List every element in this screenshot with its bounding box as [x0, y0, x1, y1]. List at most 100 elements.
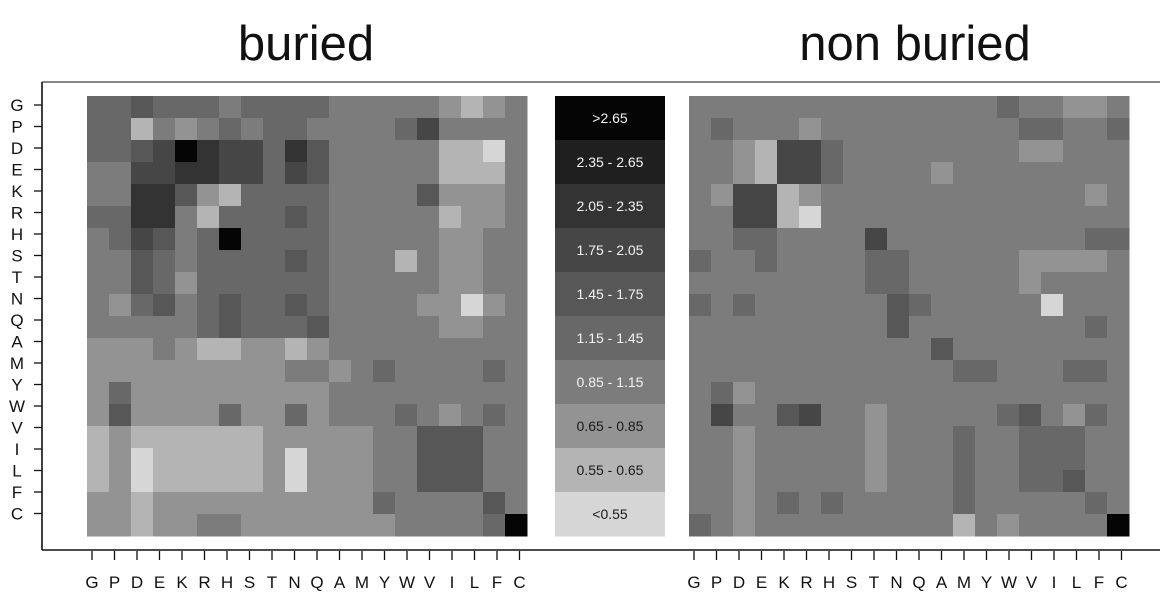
heatmap-cell [395, 118, 418, 141]
heatmap-cell [329, 382, 352, 405]
heatmap-cell [505, 448, 528, 471]
heatmap-cell [153, 492, 176, 515]
heatmap-cell [689, 338, 712, 361]
heatmap-cell [909, 492, 932, 515]
heatmap-cell [329, 316, 352, 339]
heatmap-cell [153, 382, 176, 405]
heatmap-cell [241, 140, 264, 163]
heatmap-cell [351, 96, 374, 119]
heatmap-cell [777, 316, 800, 339]
heatmap-cell [329, 206, 352, 229]
heatmap-cell [909, 382, 932, 405]
legend-swatch [555, 184, 665, 229]
heatmap-cell [799, 360, 822, 383]
heatmap-cell [1107, 250, 1130, 273]
heatmap-cell [109, 184, 132, 207]
heatmap-cell [909, 448, 932, 471]
heatmap-cell [417, 514, 440, 537]
heatmap-cell [799, 206, 822, 229]
heatmap-cell [799, 184, 822, 207]
heatmap-cell [351, 118, 374, 141]
heatmap-cell [1063, 316, 1086, 339]
heatmap-cell [1107, 162, 1130, 185]
heatmap-cell [931, 514, 954, 537]
heatmap-cell [175, 96, 198, 119]
panel-title: non buried [799, 17, 1031, 71]
heatmap-cell [351, 514, 374, 537]
heatmap-cell [1085, 140, 1108, 163]
heatmap-cell [1085, 96, 1108, 119]
heatmap-cell [417, 382, 440, 405]
heatmap-cell [711, 338, 734, 361]
heatmap-cell [329, 294, 352, 317]
heatmap-cell [307, 228, 330, 251]
heatmap-panel-non-buried: non buried [689, 17, 1130, 537]
heatmap-cell [131, 272, 154, 295]
heatmap-cell [821, 162, 844, 185]
heatmap-cell [505, 228, 528, 251]
heatmap-cell [153, 316, 176, 339]
legend-label: 0.65 - 0.85 [577, 418, 644, 434]
heatmap-cell [329, 426, 352, 449]
x-tick-label: K [176, 573, 188, 592]
heatmap-cell [153, 514, 176, 537]
heatmap-cell [241, 492, 264, 515]
heatmap-cell [1041, 140, 1064, 163]
heatmap-cell [975, 294, 998, 317]
heatmap-cell [821, 272, 844, 295]
heatmap-cell [307, 382, 330, 405]
heatmap-cell [975, 272, 998, 295]
heatmap-cell [711, 470, 734, 493]
heatmap-cell [505, 140, 528, 163]
heatmap-cell [241, 360, 264, 383]
heatmap-cell [909, 118, 932, 141]
heatmap-cell [799, 162, 822, 185]
heatmap-cell [821, 184, 844, 207]
heatmap-cell [461, 382, 484, 405]
heatmap-cell [417, 404, 440, 427]
heatmap-cell [241, 426, 264, 449]
heatmap-cell [1019, 382, 1042, 405]
heatmap-cell [1063, 338, 1086, 361]
heatmap-cell [285, 316, 308, 339]
heatmap-cell [975, 118, 998, 141]
heatmap-cell [241, 382, 264, 405]
heatmap-cell [1107, 118, 1130, 141]
heatmap-cell [131, 360, 154, 383]
heatmap-cell [307, 448, 330, 471]
heatmap-cell [87, 162, 110, 185]
heatmap-cell [733, 184, 756, 207]
heatmap-cell [241, 118, 264, 141]
heatmap-cell [417, 470, 440, 493]
heatmap-cell [263, 360, 286, 383]
x-tick-label: V [424, 573, 436, 592]
heatmap-cell [909, 162, 932, 185]
heatmap-cell [439, 492, 462, 515]
heatmap-cell [953, 96, 976, 119]
heatmap-cell [953, 426, 976, 449]
heatmap-cell [711, 492, 734, 515]
heatmap-cell [689, 448, 712, 471]
heatmap-cell [1019, 118, 1042, 141]
heatmap-cell [219, 404, 242, 427]
heatmap-cell [909, 316, 932, 339]
heatmap-cell [285, 184, 308, 207]
heatmap-cell [329, 162, 352, 185]
heatmap-cell [865, 514, 888, 537]
heatmap-cell [1085, 118, 1108, 141]
heatmap-cell [1063, 184, 1086, 207]
heatmap-cell [953, 184, 976, 207]
heatmap-cell [733, 492, 756, 515]
heatmap-cell [887, 360, 910, 383]
heatmap-cell [329, 140, 352, 163]
heatmap-cell [843, 184, 866, 207]
heatmap-cell [87, 140, 110, 163]
heatmap-cell [777, 514, 800, 537]
heatmap-cell [197, 140, 220, 163]
heatmap-cell [395, 184, 418, 207]
heatmap-cell [799, 448, 822, 471]
heatmap-cell [483, 206, 506, 229]
heatmap-cell [931, 470, 954, 493]
heatmap-cell [373, 448, 396, 471]
heatmap-cell [975, 338, 998, 361]
